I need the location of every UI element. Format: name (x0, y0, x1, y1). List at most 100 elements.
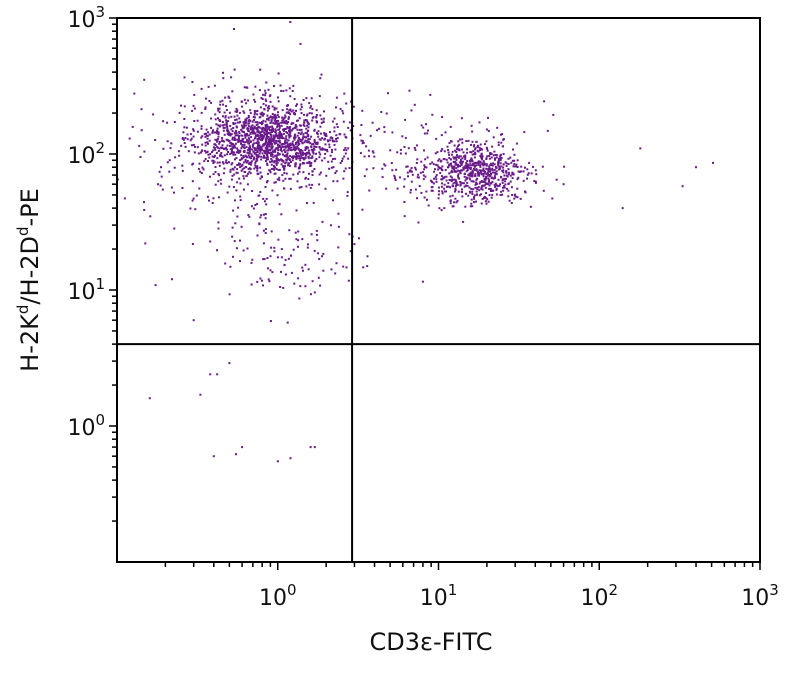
scatter-point (306, 130, 309, 133)
scatter-point (304, 131, 307, 134)
scatter-point (494, 176, 497, 179)
scatter-point (457, 163, 460, 166)
scatter-point (478, 194, 481, 197)
scatter-point (484, 186, 487, 189)
scatter-point (235, 247, 238, 250)
scatter-point (259, 191, 262, 193)
scatter-point (535, 173, 538, 176)
scatter-point (205, 151, 208, 154)
scatter-point (507, 157, 510, 160)
scatter-point (311, 155, 314, 158)
scatter-point (245, 140, 248, 143)
scatter-point (290, 146, 293, 149)
scatter-point (448, 157, 451, 159)
scatter-point (307, 149, 310, 152)
scatter-point (304, 119, 307, 122)
scatter-point (208, 100, 211, 102)
scatter-point (488, 173, 491, 176)
scatter-point (266, 156, 269, 159)
scatter-point (284, 114, 287, 117)
scatter-point (471, 170, 474, 173)
scatter-point (274, 118, 277, 121)
scatter-point (247, 99, 250, 102)
scatter-point (307, 133, 310, 136)
scatter-point (281, 174, 284, 177)
scatter-point (256, 146, 259, 148)
scatter-point (494, 171, 497, 174)
scatter-point (424, 158, 427, 161)
scatter-point (423, 164, 426, 167)
scatter-point (496, 185, 499, 187)
scatter-point (182, 138, 185, 141)
scatter-point (422, 178, 425, 181)
scatter-point (423, 168, 426, 171)
scatter-point (284, 137, 287, 140)
scatter-point (264, 149, 267, 152)
scatter-point (440, 150, 443, 153)
scatter-point (181, 187, 184, 189)
scatter-point (191, 199, 194, 202)
scatter-point (483, 195, 486, 198)
scatter-point (426, 132, 429, 135)
scatter-point (502, 189, 505, 192)
scatter-point (262, 102, 265, 105)
scatter-point (263, 213, 265, 216)
scatter-point (335, 262, 338, 265)
scatter-point (280, 124, 283, 127)
scatter-point (189, 139, 192, 142)
scatter-point (140, 129, 143, 132)
scatter-point (322, 269, 325, 272)
scatter-point (186, 138, 189, 141)
scatter-point (217, 180, 220, 183)
scatter-point (303, 141, 306, 144)
scatter-point (243, 143, 246, 146)
scatter-point (342, 120, 345, 123)
scatter-point (272, 140, 275, 143)
scatter-point (482, 184, 484, 187)
scatter-point (319, 148, 322, 151)
scatter-point (234, 130, 237, 133)
scatter-point (477, 163, 480, 166)
scatter-point (211, 129, 214, 132)
scatter-point (289, 21, 292, 23)
scatter-point (195, 194, 198, 197)
scatter-point (423, 132, 426, 135)
scatter-point (524, 191, 527, 194)
scatter-point (193, 151, 196, 154)
scatter-point (273, 108, 276, 111)
scatter-point (295, 151, 298, 154)
scatter-point (303, 119, 306, 122)
scatter-point (239, 120, 242, 123)
scatter-point (495, 193, 498, 196)
scatter-point (256, 280, 259, 283)
scatter-point (497, 141, 500, 144)
scatter-point (260, 158, 263, 161)
scatter-point (455, 183, 458, 186)
scatter-point (319, 132, 322, 135)
scatter-point (333, 140, 336, 143)
scatter-point (458, 138, 461, 141)
scatter-point (271, 160, 274, 163)
scatter-point (243, 122, 246, 125)
scatter-point (216, 249, 218, 252)
scatter-point (481, 169, 483, 172)
scatter-point (243, 126, 246, 129)
scatter-point (221, 121, 224, 123)
scatter-point (261, 279, 263, 282)
scatter-point (246, 159, 249, 162)
scatter-point (297, 157, 300, 160)
scatter-point (178, 111, 181, 114)
scatter-point (281, 165, 284, 168)
scatter-point (289, 187, 292, 190)
scatter-point (516, 187, 519, 190)
scatter-point (296, 145, 299, 148)
scatter-point (294, 146, 297, 149)
scatter-point (438, 190, 440, 193)
scatter-point (489, 190, 492, 192)
scatter-point (282, 121, 285, 124)
scatter-point (329, 154, 332, 157)
scatter-point (518, 170, 521, 173)
scatter-point (253, 98, 256, 101)
scatter-point (272, 139, 275, 142)
scatter-point (266, 153, 268, 156)
